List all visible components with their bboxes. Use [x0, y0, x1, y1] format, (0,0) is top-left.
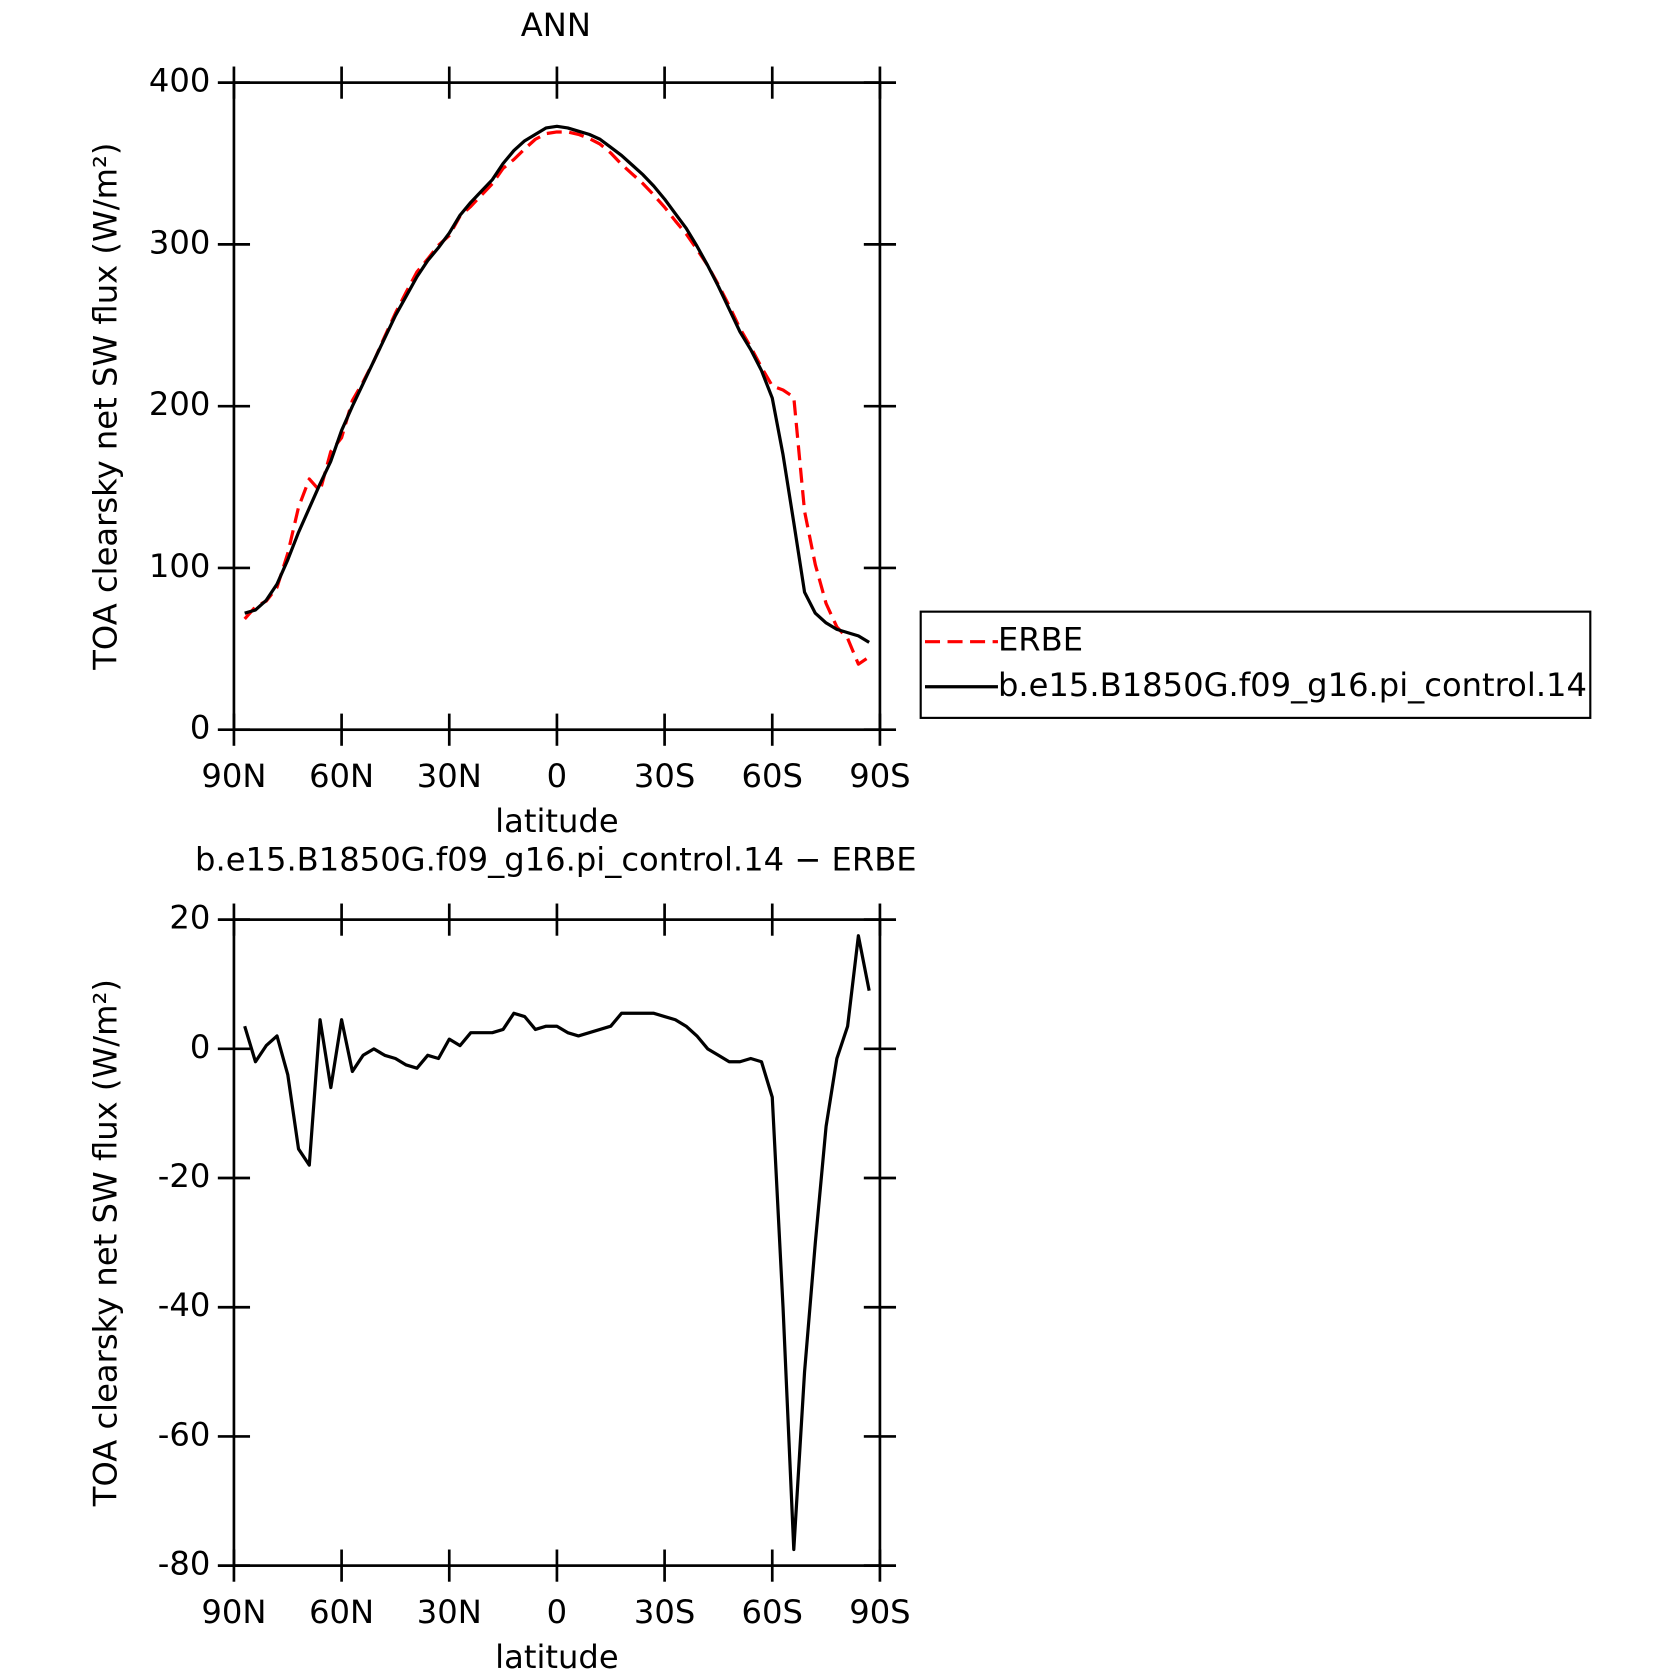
x-tick-label: 90S — [849, 757, 910, 795]
x-tick-label: 30S — [634, 1593, 695, 1631]
y-tick-label: -80 — [158, 1545, 211, 1583]
data-line — [243, 130, 871, 666]
x-tick-label: 30N — [417, 757, 482, 795]
y-tick-label: 100 — [149, 547, 210, 585]
x-tick-label: 90N — [201, 1593, 266, 1631]
x-tick-label: 30N — [417, 1593, 482, 1631]
y-tick-label: 300 — [149, 223, 210, 261]
x-tick-label: 60S — [742, 757, 803, 795]
x-tick-label: 60S — [742, 1593, 803, 1631]
y-axis-label: TOA clearsky net SW flux (W/m²) — [86, 979, 124, 1507]
y-tick-label: -20 — [158, 1157, 211, 1195]
x-tick-label: 90N — [201, 757, 266, 795]
x-tick-label: 60N — [309, 757, 374, 795]
x-tick-label: 60N — [309, 1593, 374, 1631]
data-line — [243, 934, 871, 1552]
y-tick-label: 0 — [190, 1028, 210, 1066]
y-tick-label: -40 — [158, 1286, 211, 1324]
y-tick-label: 20 — [169, 899, 210, 937]
y-axis-label: TOA clearsky net SW flux (W/m²) — [86, 143, 124, 671]
x-tick-label: 0 — [547, 757, 567, 795]
y-tick-label: 0 — [190, 709, 210, 747]
x-tick-label: 90S — [849, 1593, 910, 1631]
legend-label: b.e15.B1850G.f09_g16.pi_control.14 — [998, 666, 1587, 704]
x-tick-label: 0 — [547, 1593, 567, 1631]
plot-frame — [232, 918, 882, 1567]
y-tick-label: 400 — [149, 62, 210, 100]
chart-title: ANN — [521, 6, 591, 44]
chart-title: b.e15.B1850G.f09_g16.pi_control.14 − ERB… — [195, 841, 917, 879]
y-tick-label: 200 — [149, 385, 210, 423]
x-tick-label: 30S — [634, 757, 695, 795]
plot-frame — [232, 81, 882, 732]
y-tick-label: -60 — [158, 1415, 211, 1453]
x-axis-label: latitude — [495, 802, 619, 840]
legend-label: ERBE — [998, 621, 1083, 659]
data-line — [244, 124, 870, 644]
x-axis-label: latitude — [495, 1638, 619, 1674]
legend-box — [919, 610, 1592, 719]
